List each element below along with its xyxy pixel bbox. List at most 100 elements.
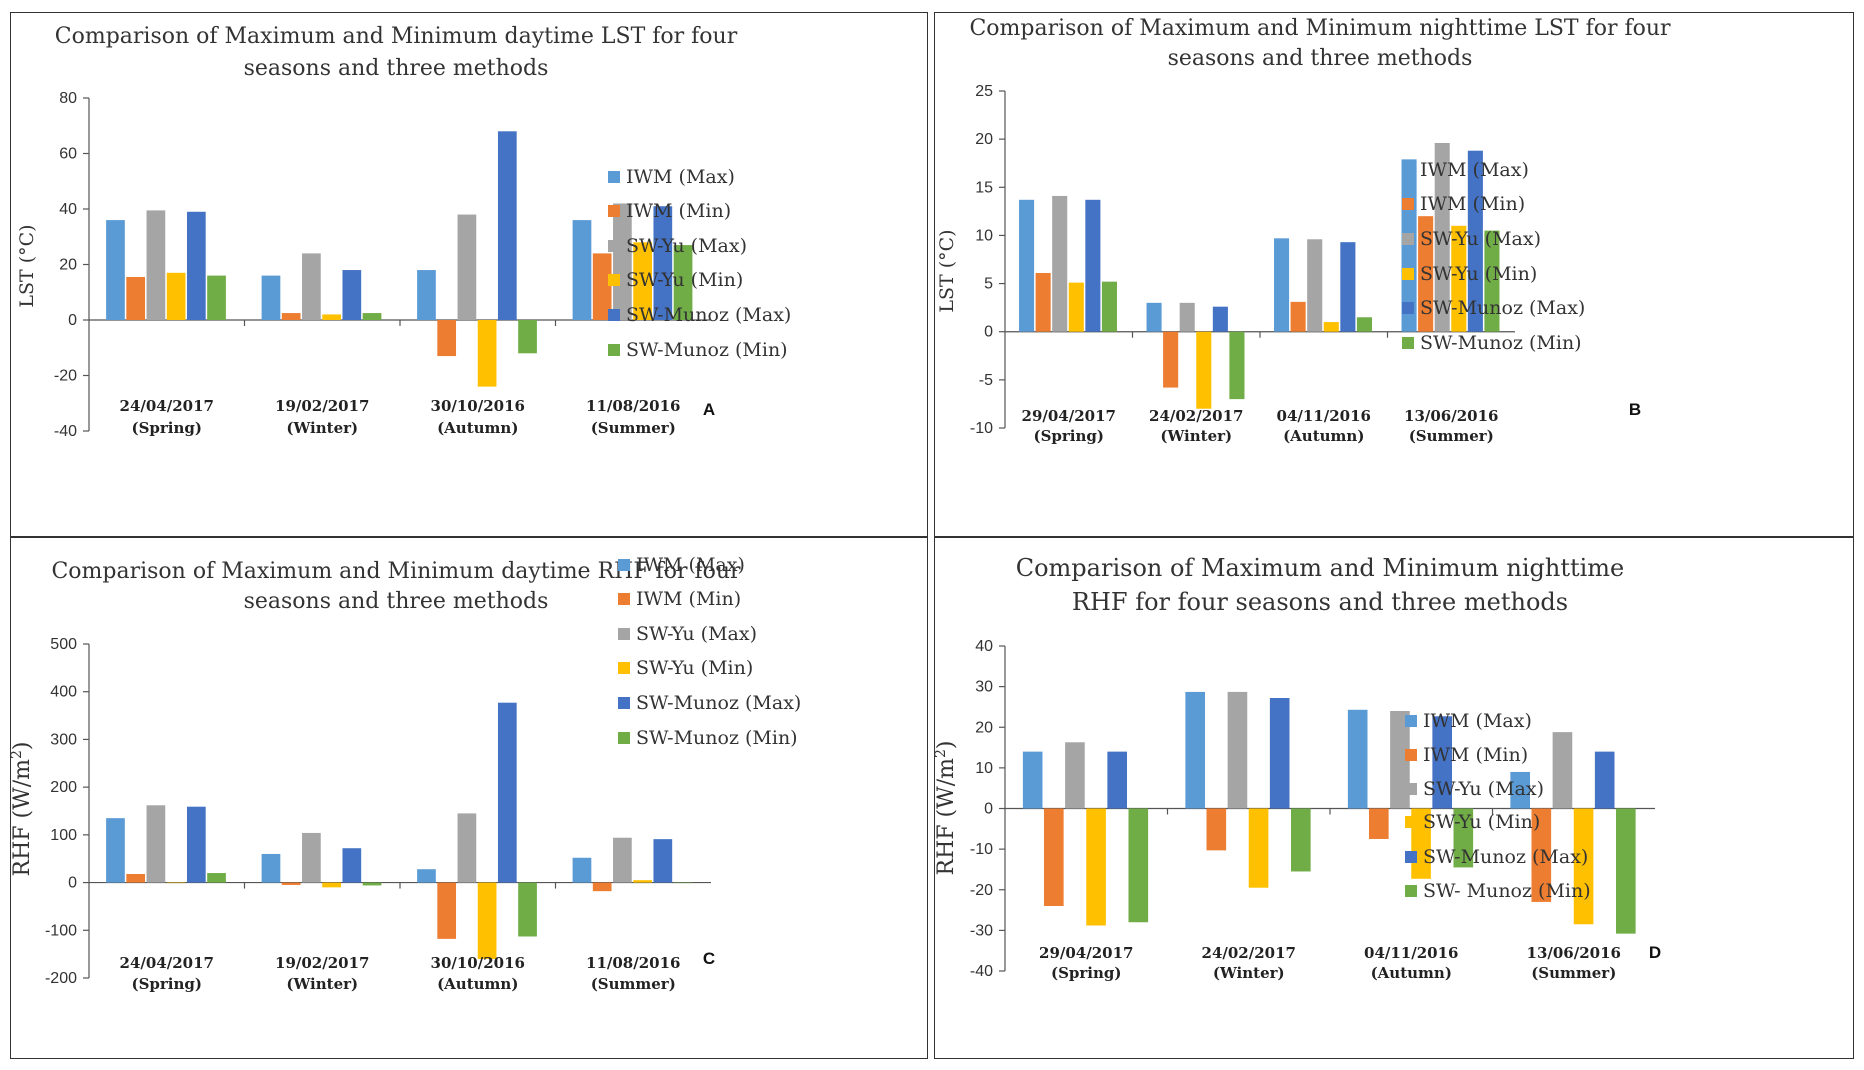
bar bbox=[653, 839, 673, 883]
legend-swatch bbox=[1402, 198, 1414, 210]
category-label: 04/11/2016 bbox=[1277, 407, 1371, 425]
bar bbox=[1356, 317, 1372, 332]
category-label: (Spring) bbox=[131, 419, 202, 437]
category-label: (Summer) bbox=[591, 419, 676, 437]
bar bbox=[1022, 751, 1043, 809]
category-label: 30/10/2016 bbox=[431, 397, 525, 415]
bar bbox=[1196, 331, 1212, 409]
legend-label: SW-Yu (Min) bbox=[626, 269, 743, 291]
y-tick-label: -20 bbox=[970, 882, 993, 899]
bar bbox=[477, 882, 497, 959]
y-tick-label: 40 bbox=[59, 201, 77, 218]
bar bbox=[518, 320, 537, 354]
legend-swatch bbox=[608, 274, 620, 286]
chart-panel-a: Comparison of Maximum and Minimum daytim… bbox=[10, 12, 928, 537]
legend-swatch bbox=[618, 662, 630, 674]
bar bbox=[1340, 242, 1356, 332]
bar bbox=[1531, 808, 1552, 902]
bar bbox=[1467, 150, 1483, 332]
legend-swatch bbox=[1402, 233, 1414, 245]
legend-swatch bbox=[1405, 816, 1417, 828]
bar bbox=[1065, 742, 1085, 809]
y-axis-label: RHF (W/m2) bbox=[935, 741, 959, 876]
bar bbox=[497, 131, 517, 320]
bar bbox=[437, 320, 457, 357]
legend-label: SW-Munoz (Max) bbox=[636, 692, 801, 714]
bar bbox=[106, 818, 125, 883]
y-tick-label: 25 bbox=[975, 83, 993, 100]
bar bbox=[1290, 301, 1306, 332]
legend-swatch bbox=[608, 309, 620, 321]
y-tick-label: -40 bbox=[970, 963, 993, 980]
bar bbox=[1229, 331, 1245, 400]
chart-b-svg: Comparison of Maximum and Minimum nightt… bbox=[936, 16, 1671, 445]
bar bbox=[1035, 272, 1051, 332]
y-axis-label: RHF (W/m2) bbox=[11, 742, 35, 877]
category-label: (Winter) bbox=[1213, 964, 1285, 982]
bar bbox=[1369, 808, 1389, 839]
category-label: (Summer) bbox=[1409, 427, 1494, 445]
bar bbox=[1107, 751, 1127, 809]
chart-title-line: Comparison of Maximum and Minimum nightt… bbox=[969, 16, 1671, 41]
bar bbox=[1068, 282, 1084, 332]
legend-swatch bbox=[618, 559, 630, 571]
bar bbox=[1206, 808, 1227, 851]
bar bbox=[322, 314, 341, 320]
legend-swatch bbox=[1405, 749, 1417, 761]
y-tick-label: 300 bbox=[50, 731, 77, 748]
chart-panel-b: Comparison of Maximum and Minimum nightt… bbox=[934, 12, 1854, 537]
chart-title-line: Comparison of Maximum and Minimum nightt… bbox=[1016, 554, 1625, 582]
y-tick-label: -20 bbox=[54, 368, 77, 385]
chart-a-svg: Comparison of Maximum and Minimum daytim… bbox=[16, 24, 791, 440]
bar bbox=[437, 882, 457, 939]
legend-label: SW-Munoz (Max) bbox=[1423, 846, 1588, 868]
bar bbox=[1044, 808, 1064, 906]
y-tick-label: 400 bbox=[50, 684, 77, 701]
bar bbox=[342, 848, 362, 883]
legend-label: SW-Yu (Min) bbox=[1420, 263, 1537, 285]
chart-title-line: seasons and three methods bbox=[1168, 46, 1473, 71]
bar bbox=[302, 253, 321, 320]
bar bbox=[1594, 751, 1615, 809]
bar bbox=[146, 210, 166, 320]
category-label: (Summer) bbox=[1531, 964, 1616, 982]
legend-label: IWM (Max) bbox=[1423, 710, 1532, 732]
bar bbox=[1101, 281, 1117, 332]
y-tick-label: -10 bbox=[970, 841, 993, 858]
legend-label: IWM (Max) bbox=[1420, 159, 1529, 181]
category-label: 24/02/2017 bbox=[1149, 407, 1243, 425]
bar bbox=[673, 882, 693, 884]
legend-label: SW-Yu (Min) bbox=[1423, 811, 1540, 833]
bar bbox=[572, 220, 592, 320]
category-label: (Winter) bbox=[286, 975, 358, 993]
bar bbox=[126, 276, 146, 320]
chart-c-svg: Comparison of Maximum and Minimum daytim… bbox=[11, 554, 801, 993]
bar bbox=[362, 882, 382, 886]
bar bbox=[106, 220, 125, 320]
category-label: 13/06/2016 bbox=[1527, 944, 1621, 962]
bar bbox=[653, 206, 673, 320]
bar bbox=[261, 275, 281, 320]
category-label: (Autumn) bbox=[437, 975, 518, 993]
bar bbox=[1291, 808, 1311, 872]
legend-label: SW-Yu (Min) bbox=[636, 657, 753, 679]
bar bbox=[417, 869, 436, 883]
category-label: 19/02/2017 bbox=[275, 954, 369, 972]
chart-d-group: Comparison of Maximum and Minimum nightt… bbox=[935, 554, 1661, 982]
chart-d-svg: Comparison of Maximum and Minimum nightt… bbox=[935, 554, 1661, 982]
legend-swatch bbox=[1402, 268, 1414, 280]
bar bbox=[518, 882, 537, 937]
bar bbox=[186, 211, 206, 320]
chart-title-line: seasons and three methods bbox=[244, 589, 549, 614]
legend-swatch bbox=[1405, 783, 1417, 795]
y-tick-label: 100 bbox=[50, 827, 77, 844]
legend-label: SW-Munoz (Max) bbox=[626, 304, 791, 326]
bar bbox=[281, 882, 301, 885]
legend-label: IWM (Max) bbox=[636, 554, 745, 576]
y-tick-label: 15 bbox=[975, 179, 993, 196]
legend-swatch bbox=[608, 344, 620, 356]
category-label: (Summer) bbox=[591, 975, 676, 993]
y-tick-label: 10 bbox=[975, 760, 993, 777]
bar bbox=[1128, 808, 1149, 923]
category-label: 13/06/2016 bbox=[1404, 407, 1498, 425]
